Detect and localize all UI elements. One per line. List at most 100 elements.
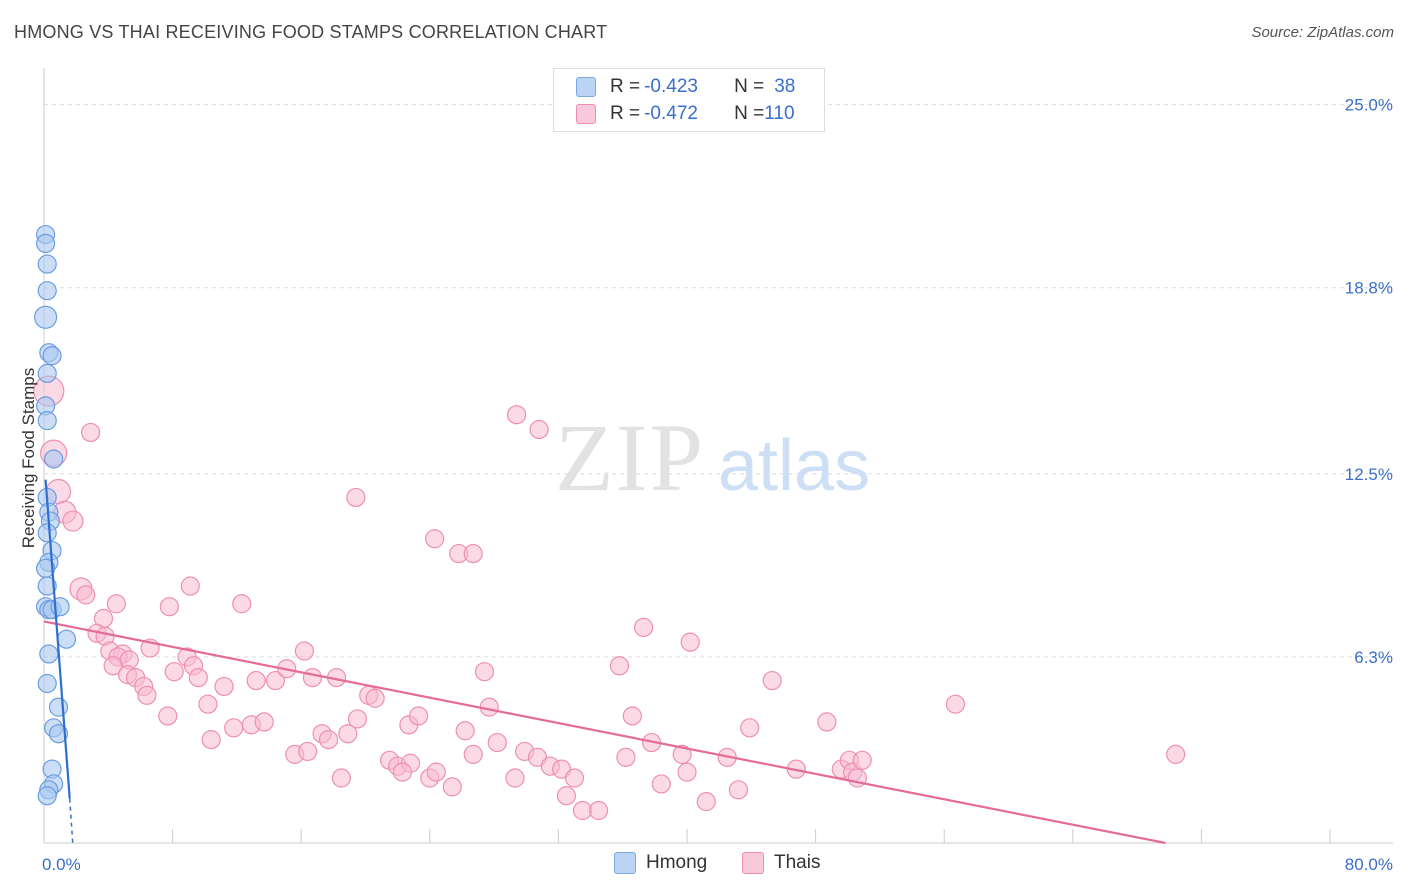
thai-point (680, 632, 700, 652)
y-tick-label: 12.5% (1345, 465, 1393, 484)
watermark: ZIP atlas (555, 404, 870, 511)
thai-point (137, 685, 157, 705)
thai-point (945, 694, 966, 714)
thai-point (164, 662, 184, 682)
thai-point (762, 670, 782, 691)
thai-point (616, 747, 636, 767)
thai-point (564, 768, 585, 788)
x-tick-max: 80.0% (1345, 855, 1393, 874)
thai-point (677, 762, 697, 782)
thai-point (588, 800, 609, 821)
bottom-legend-hmong: Hmong (614, 852, 707, 874)
hmong-point (34, 305, 58, 329)
thai-point (651, 774, 671, 794)
hmong-point (39, 644, 59, 664)
legend-n-value-thais: 110 (764, 103, 795, 124)
watermark-zip: ZIP (555, 404, 705, 511)
hmong-point (37, 523, 57, 543)
y-tick-label: 25.0% (1345, 96, 1393, 115)
thai-point (696, 792, 716, 812)
thai-point (254, 712, 274, 732)
legend-n-value-hmong: 38 (774, 76, 796, 97)
bottom-label-thais: Thais (774, 852, 821, 873)
thai-point (298, 741, 318, 762)
watermark-atlas: atlas (718, 426, 870, 506)
hmong-point (37, 254, 57, 274)
thai-point (224, 718, 244, 738)
thai-point (622, 706, 642, 726)
thai-point (572, 800, 593, 821)
thai-point (609, 656, 630, 676)
x-tick-min: 0.0% (42, 855, 81, 874)
thai-point (817, 712, 837, 732)
thai-point (463, 744, 483, 764)
thai-point (198, 694, 218, 714)
thai-point (302, 667, 323, 688)
legend-row-thais: R = -0.472 N = 110 (576, 102, 795, 126)
thai-point (180, 576, 200, 596)
hmong-point (56, 629, 77, 649)
thai-point (392, 762, 413, 782)
chart-title: HMONG VS THAI RECEIVING FOOD STAMPS CORR… (14, 22, 608, 42)
thai-point (265, 670, 286, 691)
thai-point (728, 780, 749, 800)
bottom-label-hmong: Hmong (646, 852, 708, 873)
thai-point (246, 670, 266, 691)
thai-point (365, 688, 385, 708)
thai-point (463, 543, 483, 564)
hmong-point (37, 786, 57, 806)
legend-row-hmong: R = -0.423 N = 38 (576, 75, 795, 99)
thai-point (852, 750, 872, 770)
thai-point (442, 777, 462, 797)
hmong-point (37, 281, 57, 301)
thai-point (103, 656, 123, 676)
thai-point (76, 585, 96, 605)
thai-point (158, 706, 178, 726)
hmong-point (48, 697, 69, 717)
bottom-swatch-hmong (614, 852, 636, 874)
bottom-legend-thais: Thais (742, 852, 820, 874)
thai-point (672, 744, 692, 764)
hmong-point (48, 724, 69, 744)
thai-point (505, 768, 525, 788)
y-tick-label: 6.3% (1354, 648, 1393, 667)
y-axis-label: Receiving Food Stamps (19, 368, 38, 548)
thai-point (232, 594, 252, 614)
bottom-legend: Hmong Thais (0, 852, 1406, 878)
thai-point (408, 706, 429, 726)
thai-point (529, 419, 549, 440)
thai-point (455, 721, 475, 741)
hmong-trend-line (44, 479, 71, 799)
thai-point (556, 786, 577, 806)
hmong-point (37, 576, 57, 596)
thai-point (106, 594, 126, 614)
thai-point (426, 762, 446, 782)
legend-r-value-hmong: -0.423 (644, 76, 698, 97)
thai-series (33, 375, 1186, 821)
legend-n-label-thais: N = (734, 103, 765, 124)
thai-point (62, 510, 84, 532)
legend-swatch-thais (576, 104, 596, 124)
thai-point (159, 597, 179, 617)
thai-point (338, 724, 358, 744)
thai-point (1166, 744, 1186, 764)
bottom-swatch-thais (742, 852, 764, 874)
thai-trend-line (43, 620, 1166, 845)
hmong-point (44, 449, 64, 469)
legend-r-label-hmong: R = (610, 76, 641, 97)
thai-point (214, 676, 234, 697)
thai-point (346, 487, 366, 508)
hmong-trend-extension (68, 798, 74, 847)
thai-point (188, 667, 208, 688)
hmong-point (42, 346, 62, 366)
legend-r-label-thais: R = (610, 103, 641, 124)
thai-point (347, 709, 368, 729)
hmong-point (37, 363, 57, 383)
legend-swatch-hmong (576, 77, 596, 97)
thai-point (633, 617, 654, 637)
trend-lines (43, 479, 1166, 847)
hmong-point (37, 411, 57, 431)
thai-point (425, 529, 445, 549)
y-tick-label: 18.8% (1345, 279, 1393, 298)
